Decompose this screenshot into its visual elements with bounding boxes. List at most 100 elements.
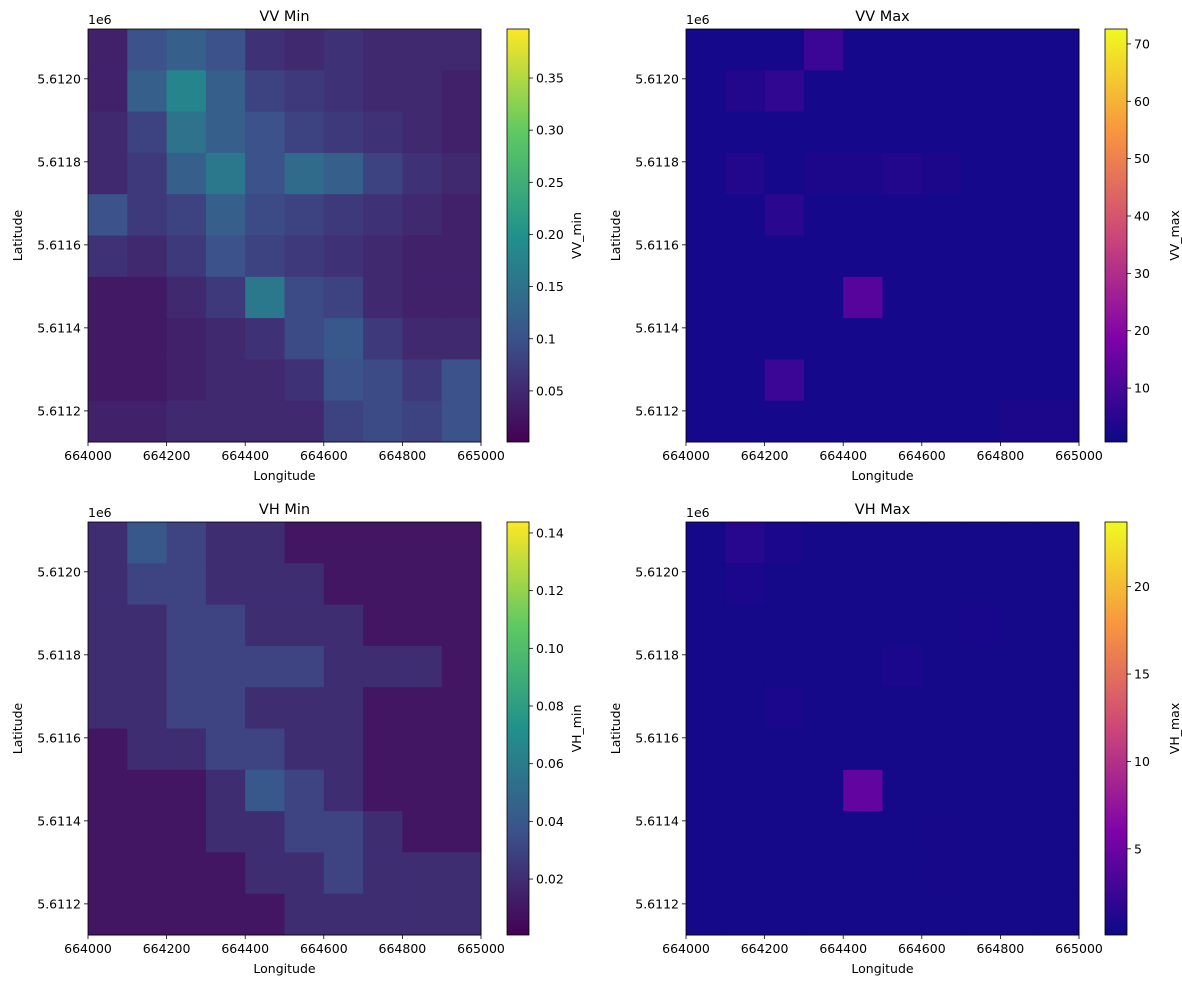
heatmap-cell [323,235,364,278]
y-tick-label: 5.6118 [635,154,679,169]
heatmap-cell [961,769,1001,812]
heatmap-cell [921,728,962,771]
heatmap-cell [725,29,766,71]
heatmap-cell [88,235,128,278]
heatmap-cell [127,276,168,319]
heatmap-cell [441,318,482,360]
heatmap-cell [127,235,168,278]
heatmap-cell [921,645,962,688]
x-tick-label: 664000 [662,448,710,463]
heatmap-cell [921,70,962,113]
heatmap-cell [88,852,128,895]
heatmap-cell [764,811,805,853]
heatmap-cell [686,235,726,278]
heatmap-cell [882,70,923,113]
heatmap-cell [1039,522,1080,564]
heatmap-cell [205,811,246,853]
heatmap-cell [88,29,128,71]
heatmap-cell [1000,111,1041,154]
y-tick-label: 5.6114 [635,813,679,828]
y-tick-label: 5.6120 [37,564,81,579]
colorbar-tick-label: 0.02 [536,872,564,887]
heatmap-cell [402,359,443,402]
x-tick-label: 664000 [64,941,112,956]
y-offset-label: 1e6 [88,505,112,520]
heatmap-cell [205,893,246,936]
heatmap-cell [882,359,923,402]
heatmap-cell [441,811,482,853]
x-tick-label: 664000 [64,448,112,463]
heatmap-cell [725,111,766,154]
y-tick-label: 5.6114 [635,320,679,335]
colorbar-tick-label: 0.04 [536,814,564,829]
heatmap-cell [402,687,443,729]
heatmap-cell [882,152,923,195]
heatmap-cell [205,522,246,564]
heatmap-cell [725,728,766,771]
x-tick-label: 664800 [977,941,1025,956]
heatmap-cell [921,687,962,729]
heatmap-cell [961,111,1001,154]
heatmap-cell [1039,70,1080,113]
heatmap-cell [205,852,246,895]
heatmap-cell [764,194,805,236]
heatmap-cell [961,276,1001,319]
heatmap-cell [205,194,246,236]
heatmap-cell [803,276,844,319]
heatmap-cell [441,522,482,564]
heatmap-cell [245,111,285,154]
heatmap-cell [88,400,128,443]
heatmap-cell [882,687,923,729]
heatmap-cell [205,276,246,319]
heatmap-cell [363,29,403,71]
heatmap-cell [127,604,168,647]
heatmap-cell [88,728,128,771]
heatmap-cell [441,359,482,402]
heatmap-cell [686,563,726,606]
x-tick-label: 664000 [662,941,710,956]
heatmap-cell [725,852,766,895]
heatmap-cell [1000,29,1041,71]
heatmap-cell [803,563,844,606]
heatmap-cell [284,276,325,319]
heatmap-cell [803,604,844,647]
x-tick-label: 664400 [221,941,269,956]
heatmap-cell [1000,811,1041,853]
heatmap-cell [166,893,207,936]
heatmap-cell [205,29,246,71]
heatmap-cell [882,811,923,853]
heatmap-cell [764,318,805,360]
heatmap-cell [1000,769,1041,812]
y-tick-label: 5.6112 [37,403,81,418]
heatmap-cell [323,769,364,812]
heatmap-cell [961,728,1001,771]
heatmap-cell [725,563,766,606]
heatmap-cell [725,893,766,936]
heatmap-cell [127,29,168,71]
heatmap-cell [1039,29,1080,71]
heatmap-cell [764,152,805,195]
heatmap-cell [284,235,325,278]
heatmap-cell [686,728,726,771]
heatmap-cell [88,811,128,853]
heatmap-cell [127,645,168,688]
colorbar-tick-label: 5 [1134,841,1142,856]
heatmap-cell [1039,687,1080,729]
heatmap-cell [961,522,1001,564]
heatmap-cell [725,152,766,195]
heatmap-cell [764,645,805,688]
colorbar-tick-label: 60 [1134,94,1150,109]
heatmap-cell [284,29,325,71]
heatmap-cell [764,111,805,154]
heatmap-cell [803,29,844,71]
x-tick-label: 665000 [1055,941,1103,956]
heatmap-cell [803,522,844,564]
heatmap-cell [1000,563,1041,606]
heatmap-cell [1039,563,1080,606]
heatmap-cell [441,400,482,443]
heatmap-cell [961,645,1001,688]
y-tick-label: 5.6118 [635,647,679,662]
colorbar-tick-label: 0.05 [536,383,564,398]
heatmap-cell [686,359,726,402]
heatmap-cell [803,359,844,402]
